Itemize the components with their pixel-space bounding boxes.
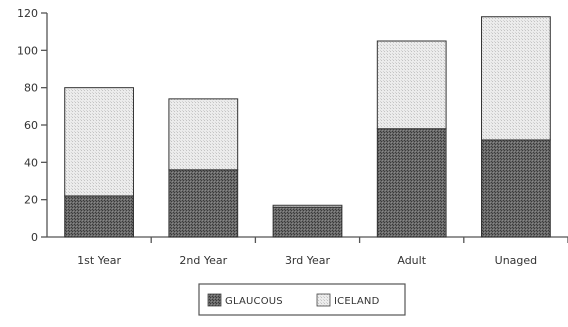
legend-swatch-glaucous (207, 293, 222, 307)
bar-iceland-unaged (481, 16, 551, 141)
bars (64, 16, 551, 238)
x-tick-label: Unaged (495, 254, 538, 267)
y-tick-label: 20 (24, 194, 38, 207)
y-tick-label: 80 (24, 82, 38, 95)
bar-glaucous-3rd-year (272, 206, 343, 238)
bar-glaucous-unaged (481, 139, 551, 238)
bar-iceland-1st-year (64, 87, 134, 197)
bar-glaucous-adult (376, 128, 447, 238)
x-tick-label: 2nd Year (179, 254, 227, 267)
legend-label-glaucous: GLAUCOUS (225, 296, 283, 307)
legend-label-iceland: ICELAND (334, 296, 380, 307)
legend-swatch-iceland (316, 293, 331, 307)
bar-glaucous-2nd-year (168, 169, 239, 238)
x-tick-label: Adult (397, 254, 426, 267)
y-tick-label: 100 (17, 44, 38, 57)
bar-iceland-2nd-year (168, 98, 239, 171)
y-tick-label: 120 (17, 7, 38, 20)
x-tick-label: 3rd Year (285, 254, 331, 267)
y-tick-label: 40 (24, 156, 38, 169)
bar-iceland-3rd-year (272, 204, 343, 208)
legend-box (198, 283, 406, 316)
y-axis: 0 20 40 60 80 100 120 (17, 7, 48, 244)
y-tick-label: 0 (31, 231, 38, 244)
x-axis: 1st Year 2nd Year 3rd Year Adult Unaged (47, 236, 568, 267)
y-tick-label: 60 (24, 119, 38, 132)
bar-iceland-adult (376, 40, 447, 130)
legend: GLAUCOUS ICELAND (198, 283, 406, 316)
x-tick-label: 1st Year (77, 254, 121, 267)
bar-glaucous-1st-year (64, 195, 134, 238)
